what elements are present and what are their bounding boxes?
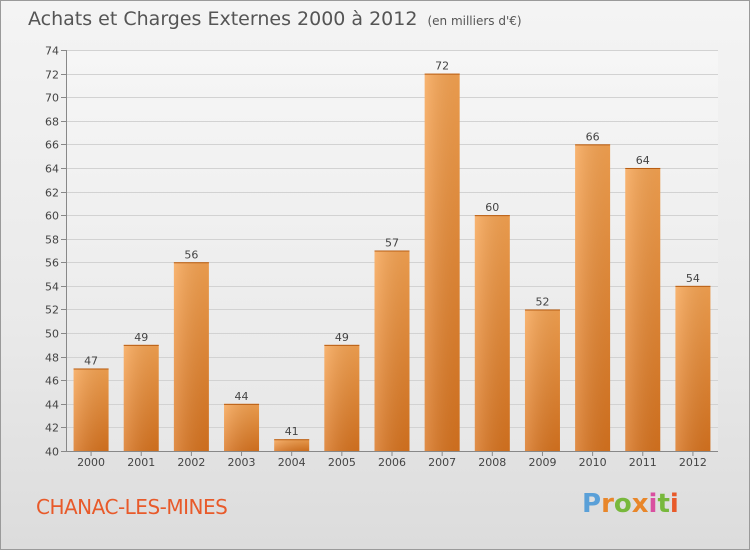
data-label: 44: [235, 390, 249, 403]
x-tick-label: 2008: [478, 456, 506, 469]
bar-shade: [274, 439, 310, 451]
chart-title-text: Achats et Charges Externes 2000 à 2012: [28, 8, 418, 30]
y-tick-label: 56: [45, 257, 59, 270]
logo-letter: t: [657, 489, 670, 519]
data-label: 64: [636, 154, 650, 167]
bar-shade: [374, 250, 410, 451]
x-tick-label: 2001: [127, 456, 155, 469]
x-tick-label: 2002: [177, 456, 205, 469]
data-label: 72: [435, 60, 449, 73]
bar-shade: [625, 167, 661, 452]
data-label: 49: [134, 331, 148, 344]
y-tick-label: 62: [45, 187, 59, 200]
bar-shade: [73, 368, 109, 451]
city-name: CHANAC-LES-MINES: [36, 495, 228, 519]
chart-subtitle: (en milliers d'€): [427, 14, 522, 28]
x-tick-label: 2011: [629, 456, 657, 469]
data-label: 66: [586, 130, 600, 143]
x-tick-label: 2012: [679, 456, 707, 469]
y-tick-label: 74: [45, 45, 59, 58]
bar-shade: [575, 144, 611, 451]
data-label: 49: [335, 331, 349, 344]
data-label: 54: [686, 272, 700, 285]
bar-shade: [324, 344, 360, 451]
y-tick-label: 52: [45, 304, 59, 317]
data-label: 57: [385, 237, 399, 250]
bar-shade: [675, 285, 711, 451]
bar-shade: [474, 215, 510, 451]
y-tick-label: 40: [45, 446, 59, 459]
bar-shade: [424, 73, 460, 452]
y-tick-label: 60: [45, 210, 59, 223]
chart-title: Achats et Charges Externes 2000 à 2012 (e…: [28, 8, 522, 30]
data-label: 47: [84, 354, 98, 367]
y-tick-label: 72: [45, 69, 59, 82]
y-tick-label: 46: [45, 375, 59, 388]
y-tick-label: 48: [45, 352, 59, 365]
y-tick-label: 58: [45, 234, 59, 247]
bar-shade: [173, 262, 209, 451]
y-tick-label: 70: [45, 92, 59, 105]
y-tick-label: 44: [45, 399, 59, 412]
x-tick-label: 2006: [378, 456, 406, 469]
y-tick-label: 50: [45, 328, 59, 341]
bar-shade: [123, 344, 159, 451]
logo-letter: i: [648, 489, 658, 519]
x-tick-label: 2004: [278, 456, 306, 469]
x-tick-label: 2000: [77, 456, 105, 469]
logo-letter: i: [669, 489, 679, 519]
data-label: 60: [485, 201, 499, 214]
logo-letter: x: [631, 489, 649, 519]
bar-shade: [524, 309, 560, 451]
logo-letter: r: [601, 489, 614, 519]
y-tick-label: 54: [45, 281, 59, 294]
y-tick-label: 64: [45, 163, 59, 176]
x-tick-label: 2003: [228, 456, 256, 469]
x-tick-label: 2010: [579, 456, 607, 469]
data-label: 41: [285, 425, 299, 438]
x-tick-label: 2005: [328, 456, 356, 469]
x-tick-label: 2007: [428, 456, 456, 469]
proxiti-logo: Proxiti: [582, 489, 679, 519]
data-label: 56: [184, 248, 198, 261]
x-tick-label: 2009: [528, 456, 556, 469]
data-label: 52: [535, 295, 549, 308]
logo-letter: P: [582, 489, 602, 519]
bar-shade: [224, 403, 260, 451]
y-tick-label: 68: [45, 116, 59, 129]
logo-letter: o: [613, 489, 632, 519]
y-tick-label: 42: [45, 422, 59, 435]
y-tick-label: 66: [45, 139, 59, 152]
